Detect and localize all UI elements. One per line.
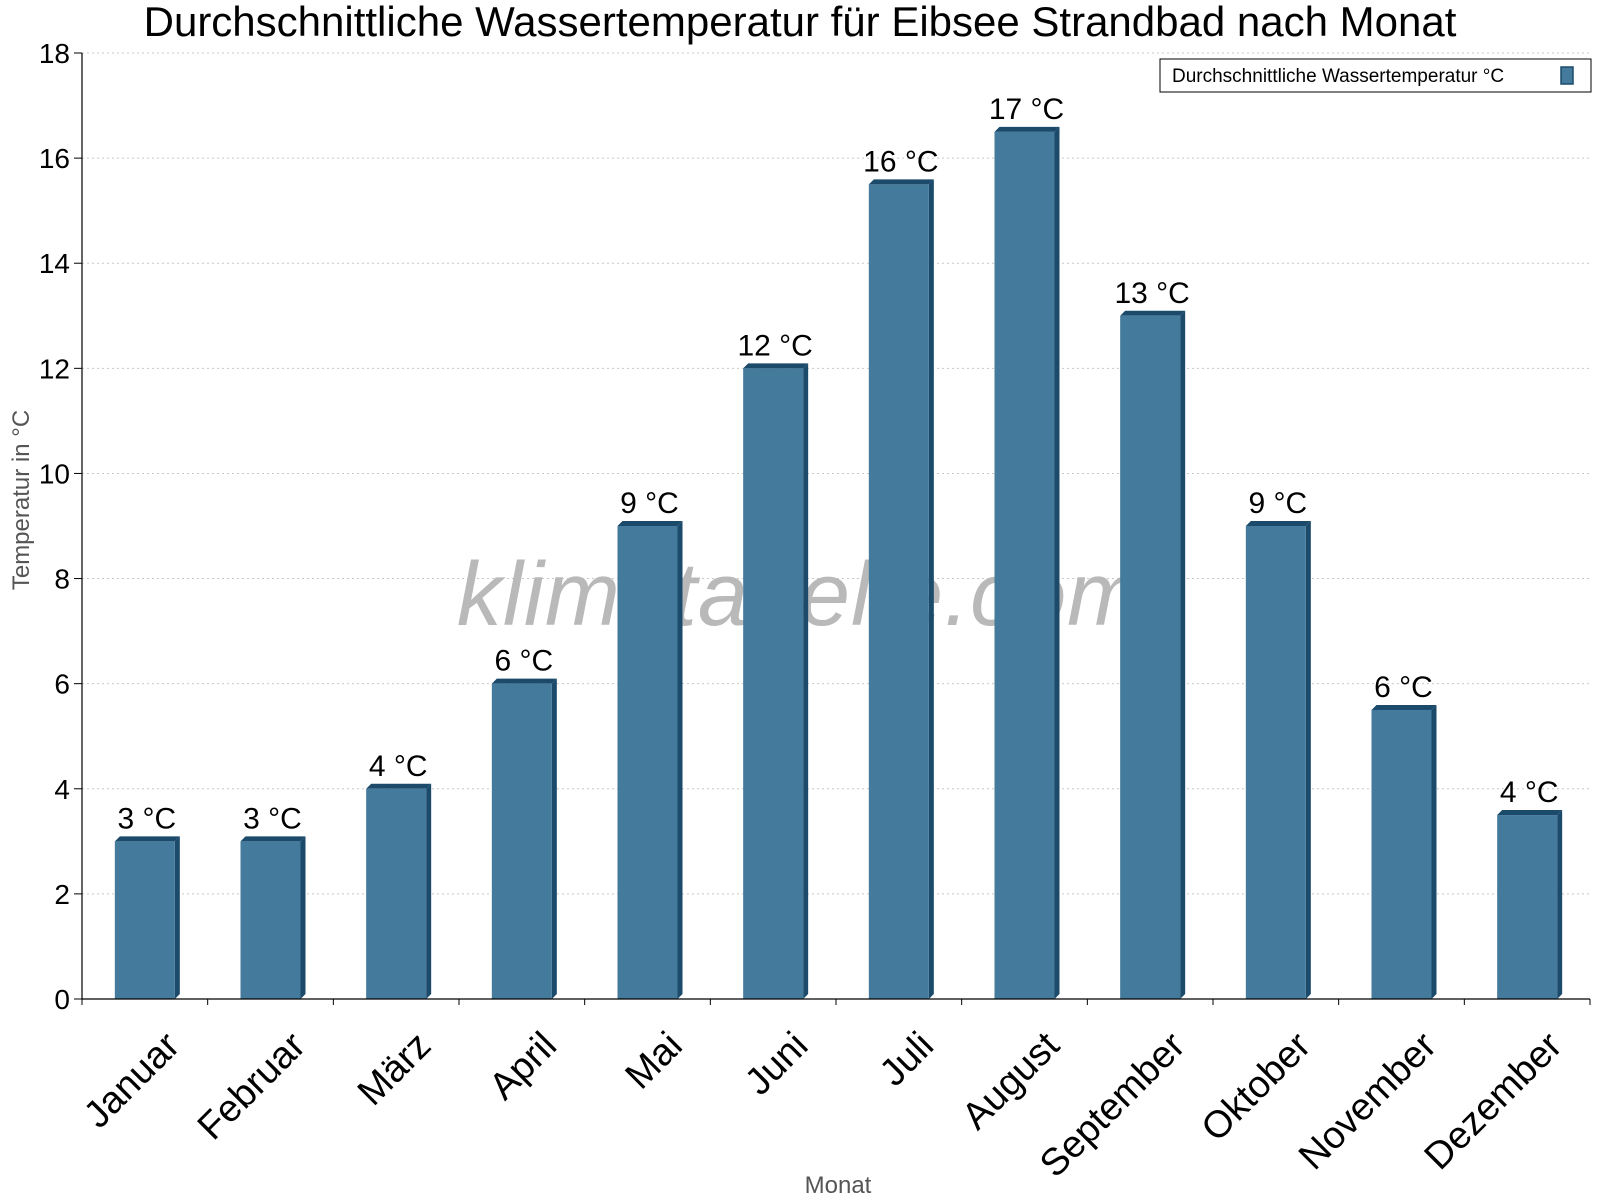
legend-label: Durchschnittliche Wassertemperatur °C [1172, 66, 1504, 87]
y-tick-label: 14 [39, 248, 70, 279]
axes [81, 53, 1590, 1000]
legend-box [1159, 58, 1592, 93]
x-tick-label: Februar [190, 1024, 314, 1148]
y-tick-label: 18 [39, 38, 70, 69]
bar-side [1180, 310, 1186, 999]
data-label: 3 °C [243, 802, 302, 835]
y-tick-label: 16 [39, 143, 70, 174]
x-tick-label: Oktober [1194, 1024, 1320, 1150]
x-tick-label: Juni [737, 1024, 816, 1103]
bar-top [868, 179, 934, 185]
bar-side [928, 179, 934, 999]
x-tick-label: Juli [872, 1024, 942, 1094]
data-label: 12 °C [737, 329, 812, 362]
y-tick-label: 4 [54, 774, 70, 805]
bar [994, 131, 1055, 1000]
bar [491, 683, 552, 999]
bar-side [1054, 126, 1060, 1000]
data-label: 3 °C [117, 802, 176, 835]
x-tick-label: Dezember [1417, 1024, 1571, 1178]
bar [366, 788, 427, 999]
bar-side [1431, 704, 1437, 999]
bar-side [426, 783, 432, 999]
data-label: 4 °C [369, 750, 428, 783]
bar-side [174, 836, 180, 999]
y-tick-label: 10 [39, 458, 70, 489]
y-tick-label: 2 [54, 879, 70, 910]
bar [1371, 709, 1432, 999]
x-tick-label: April [482, 1024, 565, 1107]
bar [868, 184, 929, 999]
data-label: 16 °C [863, 145, 938, 178]
data-label: 4 °C [1500, 776, 1559, 809]
bar-side [1557, 810, 1563, 999]
x-tick-label: Januar [76, 1024, 188, 1136]
x-tick-label: Mai [618, 1024, 691, 1097]
bar-top [994, 126, 1060, 132]
bar-side [551, 678, 557, 999]
x-tick-label: März [350, 1024, 439, 1113]
x-tick-label: November [1291, 1024, 1445, 1178]
bar [1245, 526, 1306, 999]
legend: Durchschnittliche Wassertemperatur °C [1159, 58, 1592, 93]
y-tick-label: 0 [54, 984, 70, 1015]
bar-top [1497, 810, 1563, 816]
data-label: 9 °C [1248, 487, 1307, 520]
bar-side [803, 363, 809, 999]
bar [240, 841, 301, 999]
y-tick-label: 6 [54, 669, 70, 700]
bar-top [491, 678, 557, 684]
bar-side [677, 521, 683, 999]
bar [1120, 315, 1181, 999]
chart-title: Durchschnittliche Wassertemperatur für E… [144, 0, 1457, 45]
bar [114, 841, 175, 999]
x-axis-title: Monat [805, 1172, 872, 1199]
data-label: 9 °C [620, 487, 679, 520]
gridlines [82, 52, 1590, 895]
x-axis-ticks: Januar Februar März April Mai Juni Juli AugustS… [76, 999, 1591, 1186]
data-label: 6 °C [494, 645, 553, 678]
bar-top [366, 783, 432, 789]
bar-side [1305, 521, 1311, 999]
bar [617, 526, 678, 999]
data-label: 17 °C [989, 93, 1064, 126]
bar-top [114, 836, 180, 842]
bar-top [1120, 310, 1186, 316]
y-tick-label: 8 [54, 564, 70, 595]
bar-top [743, 363, 809, 369]
bar-top [1371, 704, 1437, 710]
legend-swatch [1560, 66, 1574, 85]
bar-top [617, 521, 683, 526]
bars-group: 3 °C 3 °C 4 °C 6 °C 9 °C 12 °C 16 °C 17 °C 13 °C… [114, 93, 1563, 1000]
bar [743, 368, 804, 999]
bar-top [240, 836, 306, 842]
y-axis-ticks: 0 2 4 6 8 10 12 14 16 18 [39, 38, 82, 1015]
bar [1497, 815, 1558, 999]
y-axis-title: Temperatur in °C [8, 410, 35, 590]
bar-side [300, 836, 306, 999]
y-tick-label: 12 [39, 353, 70, 384]
bar-top [1245, 521, 1311, 526]
data-label: 6 °C [1374, 671, 1433, 704]
data-label: 13 °C [1114, 277, 1189, 310]
x-tick-label: August [954, 1024, 1068, 1138]
